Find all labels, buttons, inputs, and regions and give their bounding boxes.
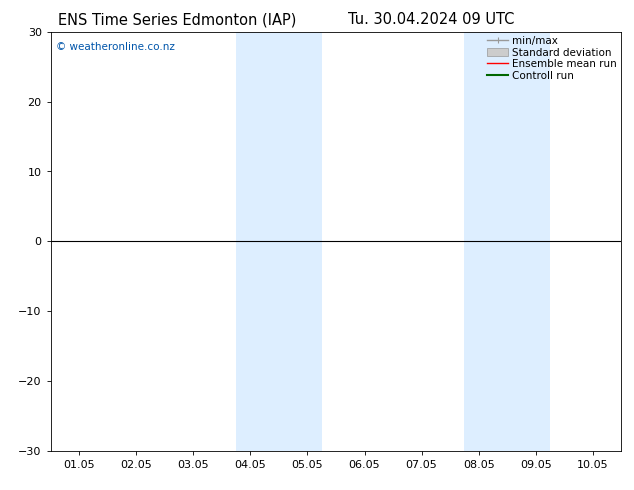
Text: ENS Time Series Edmonton (IAP): ENS Time Series Edmonton (IAP)	[58, 12, 297, 27]
Bar	[464, 32, 550, 451]
Text: © weatheronline.co.nz: © weatheronline.co.nz	[56, 42, 175, 52]
Bar	[236, 32, 321, 451]
Legend: min/max, Standard deviation, Ensemble mean run, Controll run: min/max, Standard deviation, Ensemble me…	[485, 34, 619, 83]
Text: Tu. 30.04.2024 09 UTC: Tu. 30.04.2024 09 UTC	[348, 12, 514, 27]
